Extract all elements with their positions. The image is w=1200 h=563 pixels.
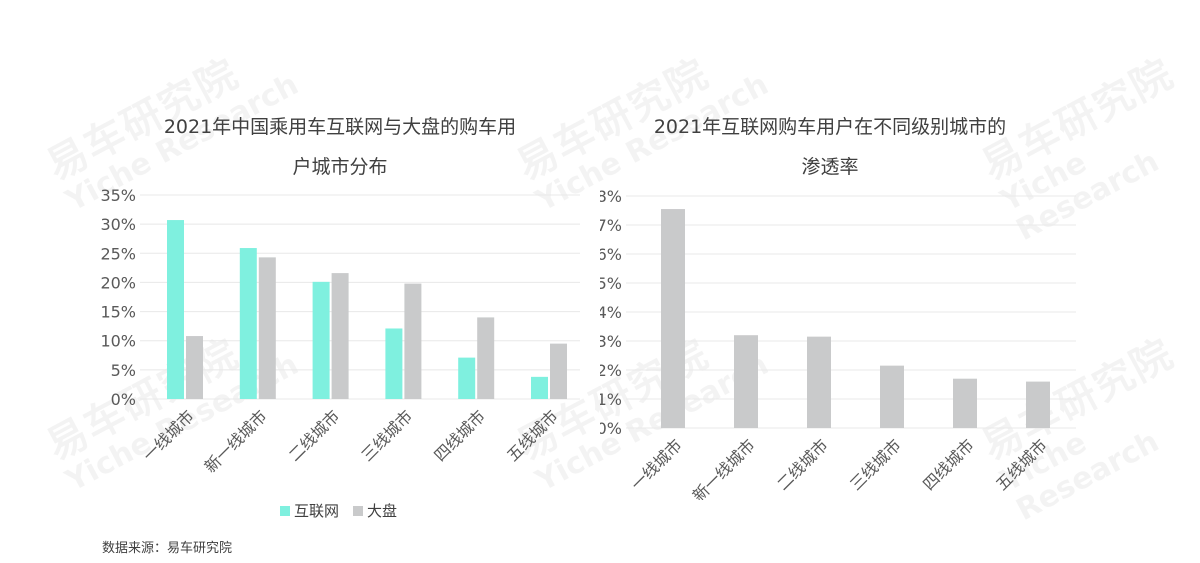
- x-tick-label: 一线城市: [139, 406, 198, 465]
- right-chart-title-line-2: 渗透率: [801, 156, 859, 178]
- y-tick-label: 2%: [600, 361, 622, 380]
- right-chart-title: 2021年互联网购车用户在不同级别城市的 渗透率: [620, 107, 1040, 187]
- right-chart-title-line-1: 2021年互联网购车用户在不同级别城市的: [653, 116, 1007, 138]
- legend-swatch-overall: [353, 505, 364, 516]
- y-tick-label: 30%: [100, 215, 136, 234]
- bar: [550, 343, 567, 399]
- x-tick-label: 四线城市: [430, 406, 489, 465]
- left-chart-title-line-1: 2021年中国乘用车互联网与大盘的购车用: [163, 116, 517, 138]
- bar: [477, 317, 495, 399]
- bar: [531, 376, 548, 399]
- bar: [661, 209, 685, 428]
- y-tick-label: 10%: [100, 332, 136, 351]
- x-tick-label: 五线城市: [503, 406, 562, 465]
- bar: [807, 336, 831, 428]
- bar: [458, 357, 476, 399]
- bar: [385, 328, 403, 399]
- y-tick-label: 5%: [600, 274, 622, 293]
- x-tick-label: 二线城市: [285, 406, 344, 465]
- x-tick-label: 四线城市: [919, 435, 978, 494]
- bar: [167, 220, 184, 399]
- y-tick-label: 3%: [600, 332, 622, 351]
- y-tick-label: 15%: [100, 303, 136, 322]
- legend-item-overall: 大盘: [353, 500, 397, 521]
- legend-label-internet: 互联网: [294, 502, 340, 520]
- y-tick-label: 25%: [100, 244, 136, 263]
- y-tick-label: 8%: [600, 187, 622, 206]
- y-tick-label: 1%: [600, 390, 622, 409]
- bar: [404, 283, 422, 399]
- x-tick-label: 三线城市: [358, 406, 417, 465]
- bar: [953, 378, 977, 428]
- x-tick-label: 五线城市: [992, 435, 1051, 494]
- y-tick-label: 5%: [111, 361, 136, 380]
- right-bar-chart: 0% 1% 2% 3% 4% 5% 6% 7% 8% 一线城市 新一线城市 二线城市 三线城市 四线城市五…: [600, 187, 1076, 500]
- bar: [880, 365, 904, 428]
- x-tick-label: 一线城市: [627, 435, 686, 494]
- x-tick-label: 三线城市: [846, 435, 905, 494]
- y-tick-label: 7%: [600, 216, 622, 235]
- y-tick-label: 0%: [111, 390, 136, 409]
- bar: [734, 335, 758, 428]
- bar: [186, 336, 203, 399]
- y-tick-label: 20%: [100, 273, 136, 292]
- x-tick-label: 新一线城市: [689, 435, 759, 500]
- legend-label-overall: 大盘: [367, 502, 398, 520]
- bar: [312, 281, 330, 399]
- bar: [1026, 381, 1050, 428]
- bar: [239, 248, 257, 399]
- y-tick-label: 0%: [600, 419, 622, 438]
- x-tick-label: 二线城市: [773, 435, 832, 494]
- bar: [258, 257, 276, 399]
- y-tick-label: 4%: [600, 303, 622, 322]
- data-source-note: 数据来源：易车研究院: [102, 541, 233, 556]
- y-tick-label: 6%: [600, 245, 622, 264]
- y-tick-label: 35%: [100, 186, 136, 205]
- legend: 互联网 大盘: [280, 500, 411, 521]
- x-tick-label: 新一线城市: [201, 406, 271, 476]
- bar: [331, 273, 349, 399]
- legend-item-internet: 互联网: [280, 500, 339, 521]
- left-chart-title-line-2: 户城市分布: [292, 156, 388, 178]
- legend-swatch-internet: [280, 505, 290, 516]
- left-chart-title: 2021年中国乘用车互联网与大盘的购车用 户城市分布: [120, 107, 560, 187]
- left-bar-chart: 0% 5% 10% 15% 20% 25% 30% 35% 一线城市 新一线城市 二线城市 三线城市四…: [100, 186, 580, 476]
